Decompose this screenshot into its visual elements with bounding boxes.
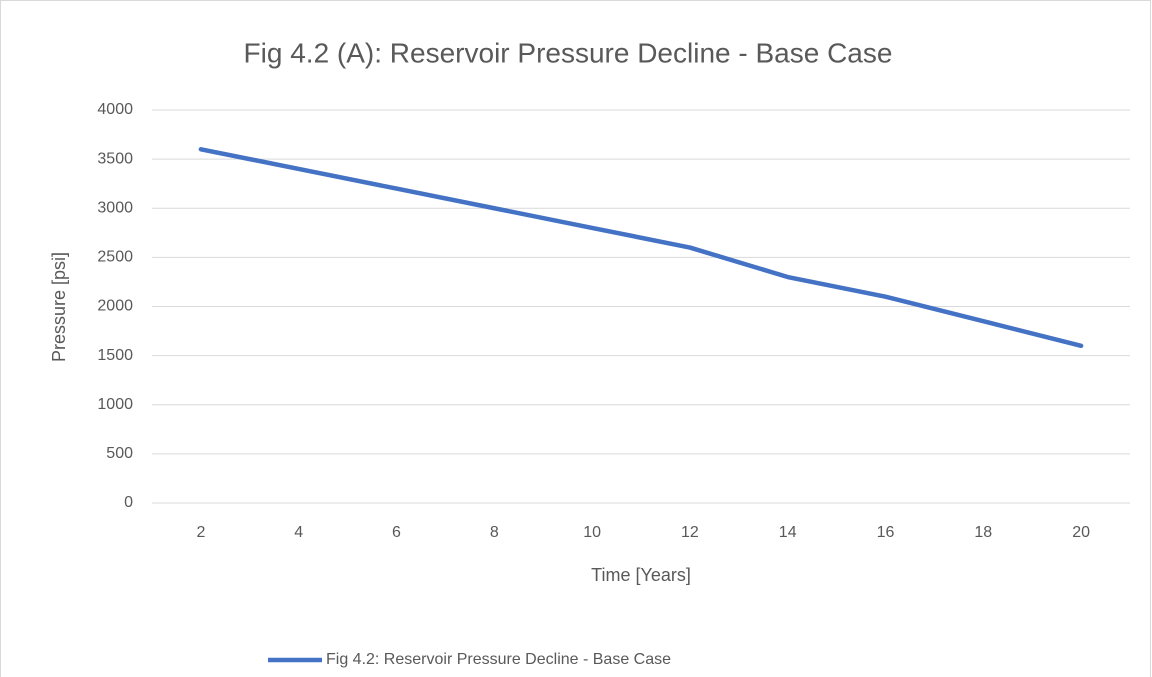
y-tick-label: 1500 (97, 347, 133, 364)
x-tick-label: 8 (490, 524, 499, 541)
chart-title: Fig 4.2 (A): Reservoir Pressure Decline … (244, 37, 893, 68)
x-tick-label: 14 (779, 524, 797, 541)
legend-label: Fig 4.2: Reservoir Pressure Decline - Ba… (326, 651, 671, 668)
y-tick-label: 3500 (97, 150, 133, 167)
y-tick-label: 0 (124, 494, 133, 511)
y-tick-label: 500 (106, 445, 133, 462)
x-tick-label: 6 (392, 524, 401, 541)
y-tick-label: 3000 (97, 199, 133, 216)
y-tick-label: 4000 (97, 101, 133, 118)
x-tick-label: 16 (877, 524, 895, 541)
y-tick-label: 2000 (97, 298, 133, 315)
x-tick-label: 18 (974, 524, 992, 541)
y-tick-label: 1000 (97, 396, 133, 413)
y-axis-title: Pressure [psi] (49, 252, 69, 362)
x-tick-label: 12 (681, 524, 699, 541)
x-tick-label: 2 (196, 524, 205, 541)
x-tick-label: 4 (294, 524, 303, 541)
y-tick-label: 2500 (97, 249, 133, 266)
x-axis-title: Time [Years] (591, 565, 691, 585)
series-line (198, 147, 1084, 349)
x-tick-label: 20 (1072, 524, 1090, 541)
x-tick-label: 10 (583, 524, 601, 541)
